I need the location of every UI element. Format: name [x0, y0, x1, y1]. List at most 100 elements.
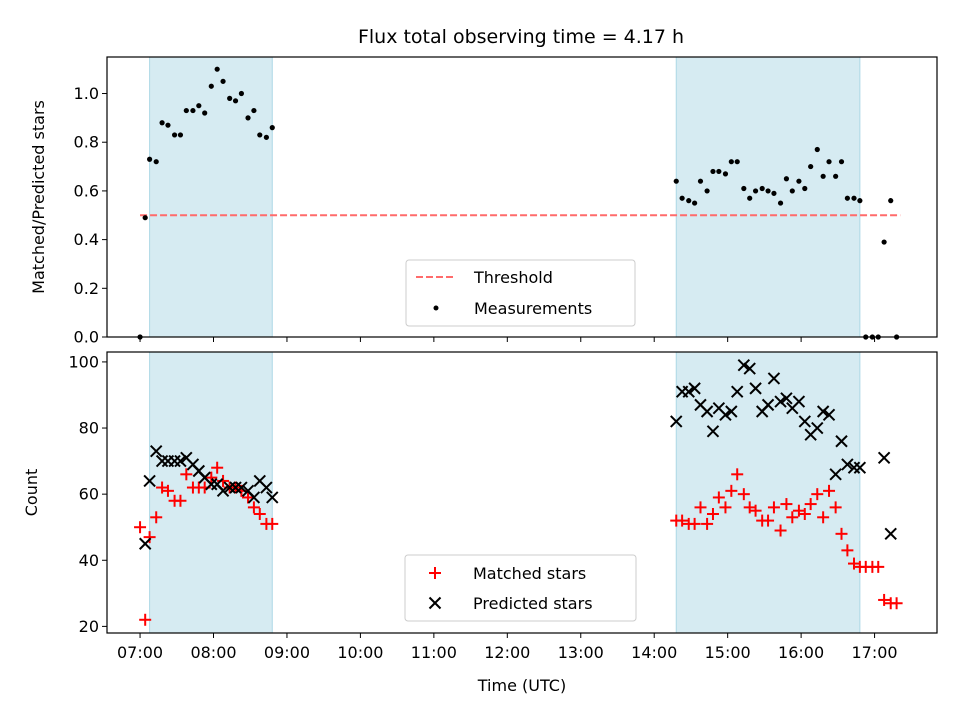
predicted-star-point: [670, 415, 683, 428]
count-y-tick-label: 80: [79, 419, 99, 438]
measurement-point: [710, 168, 716, 175]
measurement-point: [844, 195, 850, 201]
measurement-point: [777, 200, 784, 206]
measurement-point: [838, 159, 845, 165]
matched-star-point: [798, 507, 811, 520]
predicted-star-point: [749, 382, 762, 395]
predicted-legend-icon: [428, 596, 442, 610]
matched-star-point: [804, 498, 817, 511]
measurement-point: [183, 107, 189, 114]
measurement-point: [814, 146, 820, 153]
measurement-point: [722, 171, 729, 177]
matched-star-point: [737, 488, 750, 501]
predicted-star-point: [774, 395, 787, 408]
predicted-star-point: [229, 481, 242, 494]
measurement-point: [783, 176, 790, 182]
predicted-star-point: [168, 454, 181, 468]
predicted-star-point: [743, 362, 756, 375]
predicted-star-point: [811, 421, 824, 435]
x-axis-label: Time (UTC): [477, 676, 566, 695]
measurement-point: [789, 188, 795, 194]
count-panel: 20 40 60 80 100 07:00 08:00 09:00 10:00 11:00 12:…: [22, 351, 938, 695]
matched-star-point: [143, 531, 156, 544]
matched-star-point: [217, 474, 230, 487]
matched-star-point: [823, 484, 836, 497]
matched-star-point: [719, 501, 732, 514]
matched-star-point: [829, 501, 842, 514]
matched-star-point: [266, 517, 279, 530]
matched-star-point: [676, 514, 689, 527]
matched-star-point: [786, 511, 799, 524]
predicted-star-point: [731, 385, 744, 398]
matched-star-point: [205, 471, 218, 484]
measurement-point: [220, 78, 226, 84]
measurement-point: [826, 159, 832, 165]
matched-star-point: [161, 484, 174, 497]
threshold-legend-label: Threshold: [473, 268, 553, 287]
ratio-panel: 0.0 0.2 0.4 0.6 0.8 1.0 Matched/Predicted sta…: [29, 56, 938, 347]
matched-star-point: [890, 597, 903, 610]
ratio-y-axis-label: Matched/Predicted stars: [29, 100, 48, 294]
count-shaded-span-1: [676, 352, 860, 633]
matched-star-point: [174, 494, 187, 507]
measurement-point: [177, 132, 184, 138]
matched-star-point: [694, 501, 707, 514]
measurement-point: [808, 163, 814, 170]
count-x-tick-label: 15:00: [705, 643, 751, 662]
measurement-point: [802, 185, 808, 192]
matched-star-point: [150, 511, 163, 524]
predicted-star-point: [247, 491, 261, 504]
measurement-point: [692, 200, 698, 206]
predicted-star-point: [682, 385, 695, 398]
matched-star-point: [811, 488, 824, 501]
predicted-star-point: [138, 537, 152, 550]
ratio-series: [137, 66, 901, 340]
matched-star-point: [712, 491, 725, 504]
chart-title: Flux total observing time = 4.17 h: [358, 26, 684, 48]
predicted-star-point: [223, 481, 236, 494]
measurement-point: [686, 198, 692, 204]
matched-star-point: [253, 507, 266, 520]
predicted-legend-label: Predicted stars: [473, 594, 593, 613]
ratio-legend: Threshold Measurements: [405, 259, 636, 327]
measurement-point: [165, 122, 171, 128]
measurement-point: [741, 185, 747, 192]
ratio-legend-box: [405, 259, 636, 327]
ratio-y-ticks: 0.0 0.2 0.4 0.6 0.8 1.0: [74, 84, 107, 347]
measurement-point: [881, 239, 887, 245]
matched-star-point: [725, 484, 738, 497]
predicted-star-point: [266, 491, 279, 504]
count-x-tick-label: 07:00: [117, 643, 163, 662]
measurement-point: [851, 195, 857, 201]
count-x-ticks: 07:00 08:00 09:00 10:00 11:00 12:00 13:00 14:00…: [117, 633, 898, 662]
count-y-tick-label: 100: [68, 352, 99, 371]
predicted-star-point: [260, 481, 273, 494]
predicted-star-point: [155, 454, 169, 468]
predicted-star-point: [829, 468, 842, 481]
measurement-point: [147, 156, 153, 162]
count-shaded-span-0: [149, 352, 273, 633]
ratio-y-tick-label: 0.6: [74, 181, 99, 200]
predicted-star-point: [688, 382, 701, 395]
measurement-point: [888, 198, 894, 204]
predicted-star-point: [174, 454, 187, 468]
measurement-point: [728, 159, 734, 165]
matched-star-point: [247, 501, 260, 514]
measurement-point: [765, 188, 771, 194]
matched-star-point: [134, 521, 147, 534]
measurement-point: [771, 190, 777, 196]
matched-star-point: [767, 501, 780, 514]
count-series: [134, 359, 903, 626]
matched-star-point: [878, 593, 891, 606]
measurement-point: [227, 95, 233, 101]
ratio-shaded-span-0: [149, 57, 273, 337]
predicted-star-point: [737, 359, 751, 372]
count-y-tick-label: 60: [79, 485, 99, 504]
predicted-star-point: [719, 408, 732, 422]
measurement-point: [752, 188, 759, 194]
count-y-ticks: 20 40 60 80 100: [68, 352, 107, 636]
measurement-point: [190, 107, 196, 114]
count-x-tick-label: 10:00: [337, 643, 383, 662]
count-y-tick-label: 40: [79, 551, 99, 570]
